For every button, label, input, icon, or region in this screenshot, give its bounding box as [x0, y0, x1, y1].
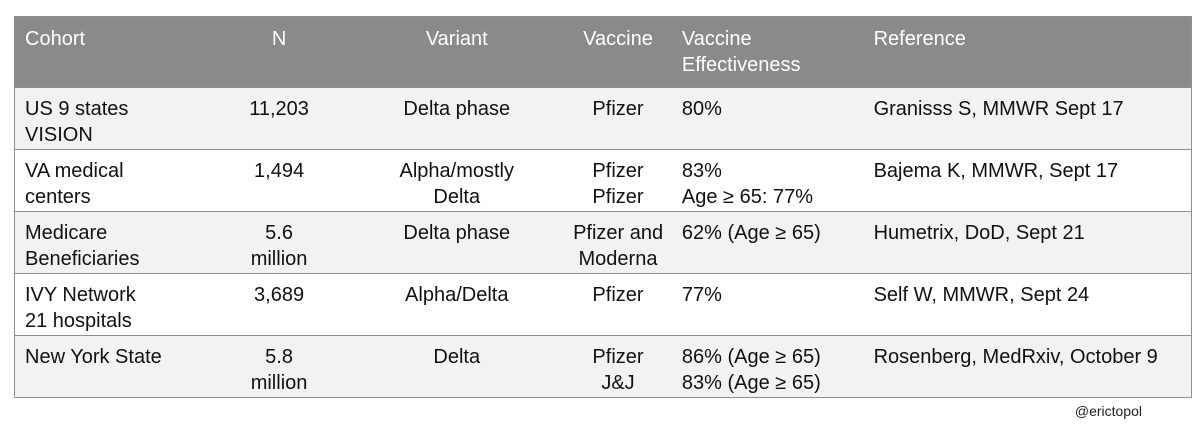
cell-n: 1,494 — [254, 160, 305, 182]
header-vaccine: Vaccine — [583, 28, 653, 50]
cell-reference: Self W, MMWR, Sept 24 — [873, 284, 1090, 306]
table-header-row: Cohort N Variant Vaccine Vaccine Effectiv… — [15, 17, 1191, 88]
cell-vaccine: Pfizer Pfizer — [592, 160, 644, 208]
cell-n: 11,203 — [249, 98, 309, 120]
author-credit: @erictopol — [1074, 403, 1142, 419]
cell-n: 5.6 million — [250, 222, 308, 270]
header-effectiveness: Vaccine Effectiveness — [681, 28, 801, 76]
cell-effectiveness: 62% (Age ≥ 65) — [681, 222, 821, 244]
cell-vaccine: Pfizer — [592, 98, 644, 120]
cell-cohort: IVY Network 21 hospitals — [25, 284, 136, 332]
cell-vaccine: Pfizer J&J — [592, 346, 644, 394]
cell-effectiveness: 80% — [681, 98, 722, 120]
cell-variant: Delta phase — [403, 98, 511, 120]
cell-effectiveness: 77% — [681, 284, 722, 306]
cell-reference: Humetrix, DoD, Sept 21 — [873, 222, 1085, 244]
cell-cohort: Medicare Beneficiaries — [25, 222, 140, 270]
cell-effectiveness: 83% Age ≥ 65: 77% — [681, 160, 813, 208]
table-row: IVY Network 21 hospitals 3,689 Alpha/Delt… — [15, 274, 1191, 336]
cell-vaccine: Pfizer — [592, 284, 644, 306]
cell-reference: Rosenberg, MedRxiv, October 9 — [873, 346, 1158, 368]
cell-n: 5.8 million — [250, 346, 308, 394]
cell-reference: Bajema K, MMWR, Sept 17 — [873, 160, 1119, 182]
cell-effectiveness: 86% (Age ≥ 65) 83% (Age ≥ 65) — [681, 346, 821, 394]
cell-cohort: New York State — [25, 346, 162, 368]
cell-variant: Alpha/mostly Delta — [399, 160, 515, 208]
cell-variant: Alpha/Delta — [405, 284, 509, 306]
header-n: N — [271, 28, 287, 50]
cell-reference: Granisss S, MMWR Sept 17 — [873, 98, 1124, 120]
cell-cohort: US 9 states VISION — [25, 98, 129, 146]
table-row: New York State 5.8 million Delta Pfizer J&… — [15, 336, 1191, 397]
header-reference: Reference — [873, 28, 966, 50]
cell-cohort: VA medical centers — [25, 160, 124, 208]
cell-variant: Delta phase — [403, 222, 511, 244]
cell-variant: Delta — [433, 346, 481, 368]
table-row: US 9 states VISION 11,203 Delta phase Pfi… — [15, 88, 1191, 150]
table-row: Medicare Beneficiaries 5.6 million Delta p… — [15, 212, 1191, 274]
header-variant: Variant — [425, 28, 488, 50]
cell-n: 3,689 — [254, 284, 305, 306]
header-cohort: Cohort — [25, 28, 86, 50]
vaccine-effectiveness-table: Cohort N Variant Vaccine Vaccine Effectiv… — [14, 16, 1192, 398]
cell-vaccine: Pfizer and Moderna — [573, 222, 664, 270]
table-row: VA medical centers 1,494 Alpha/mostly Delt… — [15, 150, 1191, 212]
